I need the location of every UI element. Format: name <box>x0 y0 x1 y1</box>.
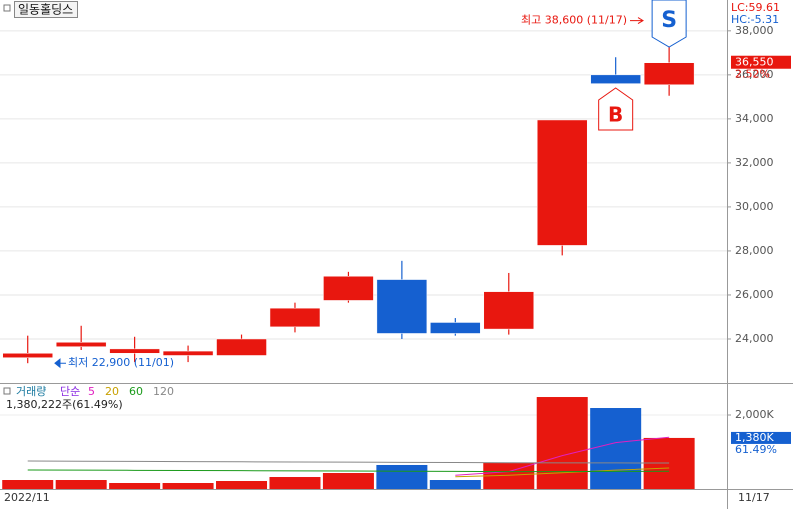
high-arrow <box>630 17 644 25</box>
y-tick-label: 38,000 <box>735 24 774 37</box>
candle-body <box>55 342 107 347</box>
x-tick-label: 11/17 <box>738 491 770 504</box>
legend-entry: 20 <box>105 385 119 398</box>
pane-icon <box>3 387 11 395</box>
y-tick-label: 32,000 <box>735 156 774 169</box>
volume-bar <box>55 480 107 489</box>
buy-marker <box>598 87 634 131</box>
volume-bar <box>322 473 374 489</box>
volume-bar <box>536 397 588 489</box>
candle-body <box>269 307 321 328</box>
candle-body <box>323 275 374 301</box>
candle-body <box>216 338 267 356</box>
volume-bar <box>590 408 642 489</box>
volume-bar <box>269 477 321 489</box>
candle-body <box>430 322 481 334</box>
ma-line <box>27 469 670 473</box>
ma-label: 단순 <box>60 385 80 398</box>
legend-entry: 60 <box>129 385 143 398</box>
volume-bar <box>2 480 54 489</box>
volume-label: 1,380,222주(61.49%) <box>6 398 123 411</box>
sell-marker-label: S <box>661 8 677 33</box>
candle-body <box>590 74 641 84</box>
low-arrow <box>54 358 66 369</box>
ma-line <box>455 436 670 476</box>
lc-label: LC:59.61 <box>731 1 780 14</box>
price-tag-label: 36,550 <box>735 56 774 69</box>
chart-title: 일동홀딩스 <box>18 3 73 17</box>
candle-body <box>643 62 695 85</box>
candle-body <box>109 348 160 354</box>
title-box <box>14 1 78 18</box>
ma-line <box>455 467 670 478</box>
high-label: 최고 38,600 (11/17) <box>521 14 627 27</box>
y-tick-label: 36,000 <box>735 68 774 81</box>
hc-label: HC:-5.31 <box>731 13 779 26</box>
volume-bar <box>162 483 214 489</box>
y-tick-label: 30,000 <box>735 200 774 213</box>
volume-tag-label: 1,380K <box>735 431 774 444</box>
volume-bar <box>109 483 161 489</box>
period-label: 2022/11 <box>4 491 50 504</box>
volume-bar <box>216 481 268 489</box>
volume-bar <box>429 480 481 489</box>
volume-title: 거래량 <box>16 385 46 398</box>
sell-marker <box>651 0 687 48</box>
ma-line <box>27 460 670 464</box>
volume-bar <box>643 437 695 489</box>
y-tick-label: 26,000 <box>735 288 774 301</box>
y-tick-label: 34,000 <box>735 112 774 125</box>
volume-bar <box>376 464 428 489</box>
legend-entry: 120 <box>153 385 174 398</box>
candle-body <box>376 279 428 334</box>
y-tick-label: 2,000K <box>735 408 774 421</box>
legend-entry: 5 <box>88 385 95 398</box>
buy-marker-label: B <box>608 103 623 127</box>
candle-body <box>536 119 588 246</box>
y-tick-label: 28,000 <box>735 244 774 257</box>
change-label: 2.52% <box>735 68 770 81</box>
ratio-label: 61.49% <box>735 443 777 456</box>
candle-body <box>483 291 535 330</box>
candle-body <box>2 353 53 358</box>
y-tick-label: 24,000 <box>735 332 774 345</box>
low-label: 최저 22,900 (11/01) <box>68 356 174 369</box>
candle-body <box>162 350 214 356</box>
price-tag <box>731 55 791 69</box>
pane-icon <box>3 4 11 12</box>
volume-tag <box>731 431 791 444</box>
